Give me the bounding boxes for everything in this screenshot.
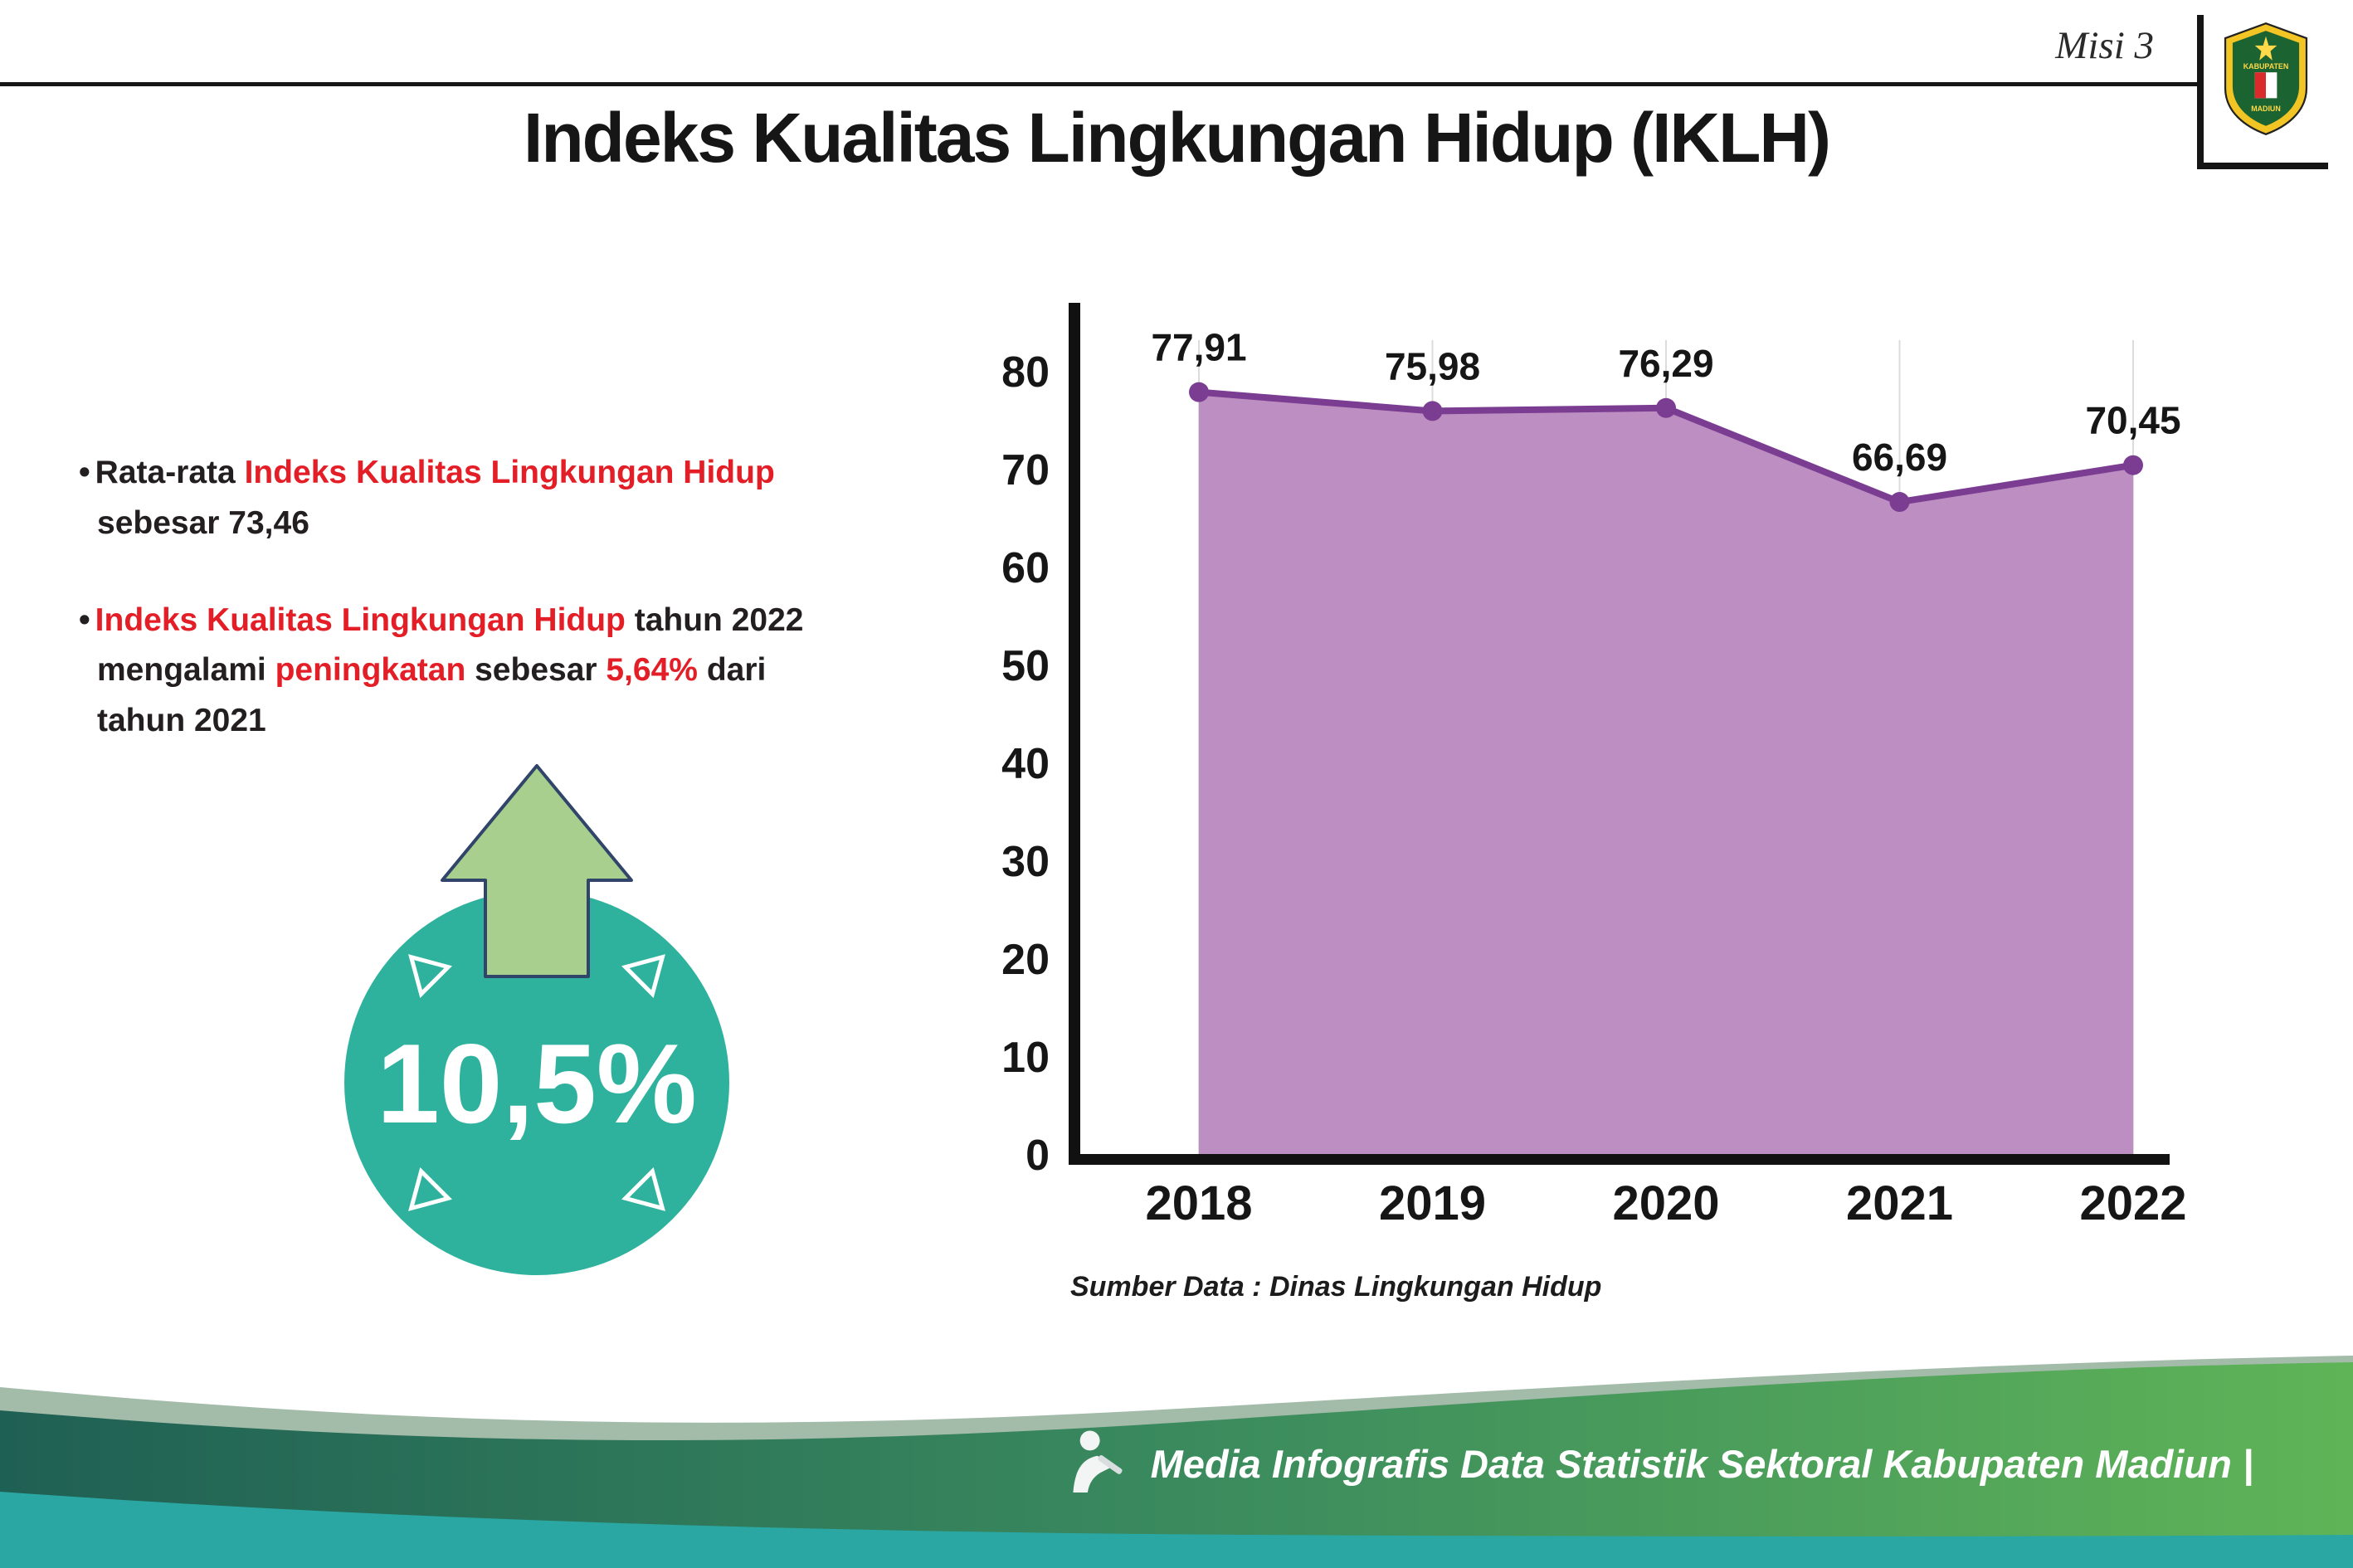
badge-triangle-icon: [408, 1167, 452, 1211]
badge-value: 10,5%: [377, 1020, 697, 1147]
footer-caption: Media Infografis Data Statistik Sektoral…: [1150, 1441, 2253, 1486]
area-fill: [1199, 392, 2133, 1155]
y-tick-label: 40: [1001, 740, 1050, 788]
value-label: 76,29: [1618, 342, 1713, 385]
x-tick-label: 2020: [1612, 1176, 1719, 1230]
bullet-text: dari: [698, 652, 767, 689]
x-tick-label: 2018: [1145, 1176, 1252, 1230]
x-tick-label: 2021: [1846, 1176, 1953, 1230]
data-point: [1889, 492, 1910, 513]
bullet-marker: •: [79, 455, 90, 490]
y-tick-label: 80: [1001, 348, 1050, 397]
chart-source: Sumber Data : Dinas Lingkungan Hidup: [1070, 1271, 1602, 1303]
bullet-text-highlight: Indeks Kualitas Lingkungan Hidup: [95, 601, 626, 638]
page-title: Indeks Kualitas Lingkungan Hidup (IKLH): [523, 99, 1831, 177]
iklh-area-chart: 77,91 2018 75,98 2019 76,29 2020 66,69 2021 70,4…: [1001, 303, 2187, 1230]
badge-triangle-icon: [621, 1167, 665, 1211]
logo-text-top: KABUPATEN: [2243, 62, 2289, 71]
badge-triangle-icon: [408, 954, 452, 998]
value-label: 70,45: [2085, 399, 2180, 442]
bullet-text: tahun 2021: [97, 703, 266, 739]
x-tick-label: 2019: [1379, 1176, 1486, 1230]
bullet-line: • Indeks Kualitas Lingkungan Hidup tahun …: [79, 602, 803, 638]
y-tick-label: 0: [1025, 1132, 1050, 1180]
bullet-text: sebesar: [465, 652, 607, 689]
bullet-text-highlight: 5,64%: [606, 652, 698, 689]
bullet-line: • Rata-rata Indeks Kualitas Lingkungan Hi…: [79, 455, 775, 490]
bullet-average-iklh: • Rata-rata Indeks Kualitas Lingkungan Hi…: [79, 448, 958, 549]
logo-text-bottom: MADIUN: [2251, 105, 2281, 113]
y-tick-label: 30: [1001, 838, 1050, 886]
misi-label: Misi 3: [2055, 24, 2154, 67]
y-tick-label: 70: [1001, 446, 1050, 494]
bullet-text: mengalami: [97, 652, 275, 689]
logo-inner-shield-red: [2254, 72, 2266, 99]
value-label: 75,98: [1385, 344, 1480, 387]
data-point: [2123, 455, 2143, 475]
y-tick-label: 20: [1001, 936, 1050, 984]
bullet-increase-2022: • Indeks Kualitas Lingkungan Hidup tahun …: [79, 596, 958, 747]
value-label: 66,69: [1852, 436, 1947, 479]
y-tick-label: 10: [1001, 1034, 1050, 1082]
bullet-text-highlight: Indeks Kualitas Lingkungan Hidup: [244, 455, 775, 490]
footer-wave-main: [0, 1362, 2353, 1568]
header-divider: [0, 82, 2197, 86]
key-points: • Rata-rata Indeks Kualitas Lingkungan Hi…: [79, 448, 958, 793]
x-tick-label: 2022: [2079, 1176, 2186, 1230]
badge-circle: [344, 890, 729, 1275]
footer-waves: [0, 1356, 2353, 1568]
kabupaten-madiun-logo: KABUPATEN MADIUN: [2224, 22, 2308, 135]
y-tick-label: 50: [1001, 642, 1050, 690]
bullet-text-highlight: peningkatan: [275, 652, 466, 689]
increase-badge: 10,5%: [344, 764, 729, 1275]
bullet-marker: •: [79, 601, 90, 638]
logo-star-icon: [2254, 36, 2277, 61]
value-label: 77,91: [1151, 326, 1246, 369]
up-arrow-icon: [441, 764, 633, 978]
data-point: [1656, 397, 1676, 418]
bullet-text: tahun 2022: [625, 601, 804, 638]
logo-frame: KABUPATEN MADIUN: [2197, 15, 2328, 169]
data-point: [1422, 401, 1443, 421]
bullet-text: sebesar 73,46: [97, 504, 309, 541]
bullet-text: Rata-rata: [95, 455, 245, 490]
y-tick-label: 60: [1001, 544, 1050, 592]
y-axis: [1069, 303, 1080, 1160]
footer-caption-row: Media Infografis Data Statistik Sektoral…: [1058, 1425, 2253, 1502]
data-point: [1189, 382, 1209, 402]
writer-icon: [1073, 1430, 1123, 1493]
footer-wave-strip: [0, 1492, 2353, 1568]
badge-triangle-icon: [621, 954, 665, 998]
x-axis: [1069, 1154, 2170, 1165]
bullet-line: mengalami peningkatan sebesar 5,64% dari: [97, 652, 766, 688]
